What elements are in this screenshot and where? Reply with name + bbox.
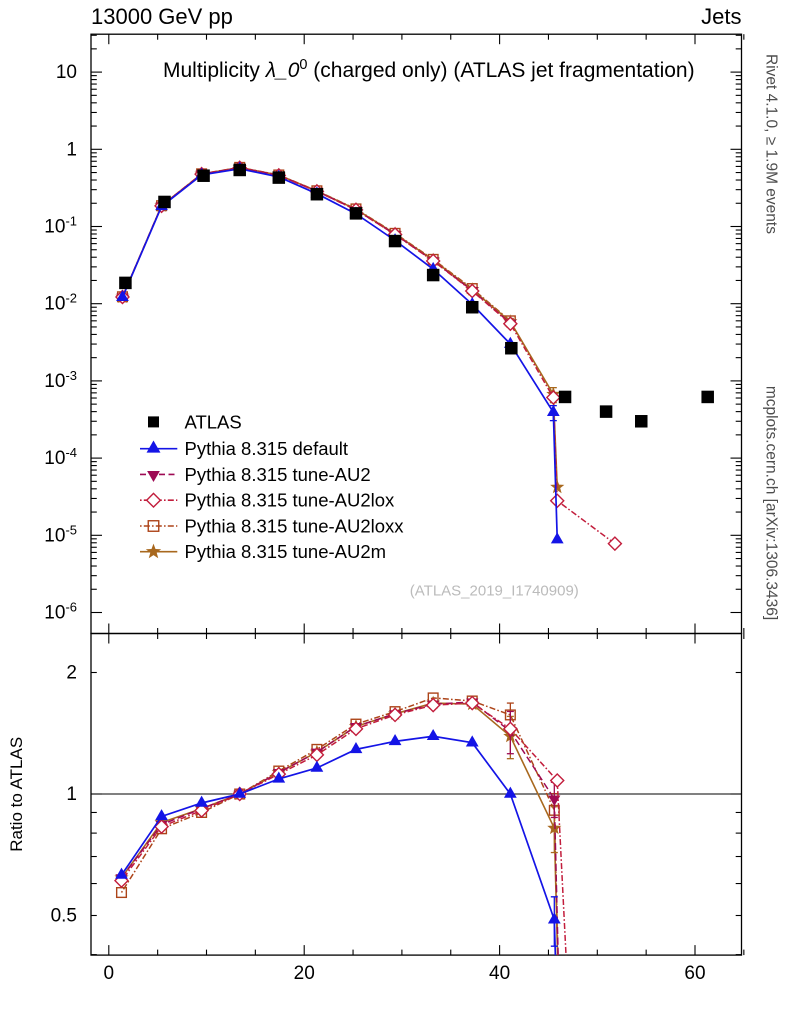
svg-text:Pythia 8.315 tune-AU2: Pythia 8.315 tune-AU2	[185, 464, 371, 485]
svg-text:60: 60	[684, 963, 705, 984]
svg-text:Jets: Jets	[701, 4, 741, 29]
svg-text:ATLAS: ATLAS	[185, 411, 242, 432]
svg-text:Rivet 4.1.0, ≥ 1.9M events: Rivet 4.1.0, ≥ 1.9M events	[763, 54, 780, 234]
svg-text:0.5: 0.5	[51, 906, 77, 927]
svg-text:13000 GeV pp: 13000 GeV pp	[91, 4, 233, 29]
svg-text:Pythia 8.315 default: Pythia 8.315 default	[185, 438, 349, 459]
svg-text:2: 2	[66, 663, 77, 684]
svg-text:20: 20	[294, 963, 315, 984]
svg-text:Ratio to ATLAS: Ratio to ATLAS	[7, 737, 26, 852]
svg-text:1: 1	[66, 784, 77, 805]
svg-text:Pythia 8.315 tune-AU2m: Pythia 8.315 tune-AU2m	[185, 541, 387, 562]
svg-text:Pythia 8.315 tune-AU2loxx: Pythia 8.315 tune-AU2loxx	[185, 516, 405, 537]
svg-text:1: 1	[66, 139, 77, 160]
svg-text:10: 10	[56, 62, 77, 83]
svg-text:0: 0	[104, 963, 115, 984]
svg-text:Multiplicity λ_00 (charged onl: Multiplicity λ_00 (charged only) (ATLAS …	[163, 57, 695, 82]
svg-text:Pythia 8.315 tune-AU2lox: Pythia 8.315 tune-AU2lox	[185, 490, 396, 511]
svg-text:40: 40	[489, 963, 510, 984]
svg-text:mcplots.cern.ch [arXiv:1306.34: mcplots.cern.ch [arXiv:1306.3436]	[763, 386, 780, 620]
svg-text:(ATLAS_2019_I1740909): (ATLAS_2019_I1740909)	[410, 583, 579, 600]
